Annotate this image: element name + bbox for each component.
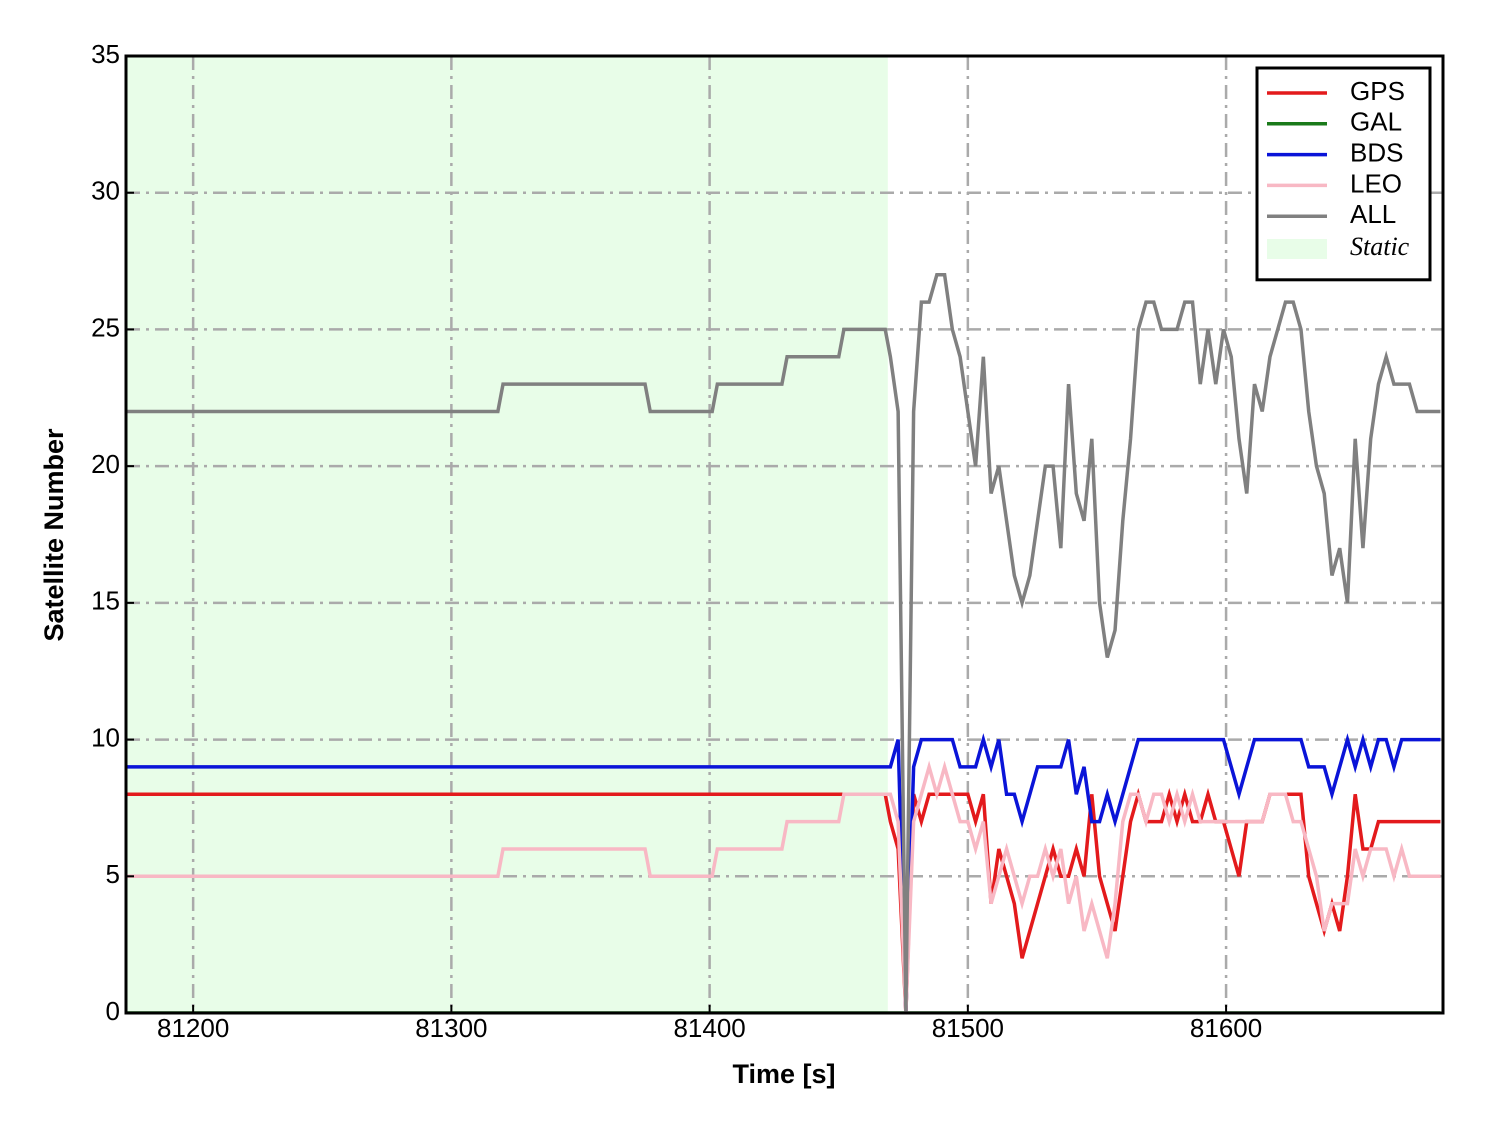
- y-tick-label: 0: [106, 996, 120, 1026]
- y-tick-label: 25: [91, 312, 120, 342]
- legend-label: BDS: [1350, 137, 1403, 167]
- legend-label: GAL: [1350, 107, 1402, 137]
- legend-label: GPS: [1350, 76, 1405, 106]
- x-tick-label: 81400: [673, 1013, 745, 1043]
- static-region: [126, 56, 888, 1013]
- lines: [126, 272, 1441, 1013]
- legend-label: Static: [1350, 232, 1410, 261]
- y-tick-label: 15: [91, 586, 120, 616]
- legend-label: LEO: [1350, 168, 1402, 198]
- plot-background: [126, 56, 888, 1013]
- legend-swatch: [1267, 239, 1327, 259]
- x-tick-label: 81500: [932, 1013, 1004, 1043]
- x-tick-label: 81600: [1190, 1013, 1262, 1043]
- legend-label: ALL: [1350, 199, 1396, 229]
- plot-frame: [124, 54, 1445, 1015]
- y-tick-label: 5: [106, 859, 120, 889]
- series-line: [126, 272, 1441, 1013]
- y-tick-label: 35: [91, 39, 120, 69]
- x-tick-label: 81300: [415, 1013, 487, 1043]
- axes: 81200 81300 81400 81500 81600 0 5 10 15 20 25 30 35: [91, 39, 1445, 1043]
- y-axis-title: Satellite Number: [39, 428, 69, 642]
- y-tick-label: 20: [91, 449, 120, 479]
- x-axis-title: Time [s]: [732, 1059, 835, 1089]
- x-tick-label: 81200: [157, 1013, 229, 1043]
- y-tick-label: 30: [91, 176, 120, 206]
- y-tick-label: 10: [91, 722, 120, 752]
